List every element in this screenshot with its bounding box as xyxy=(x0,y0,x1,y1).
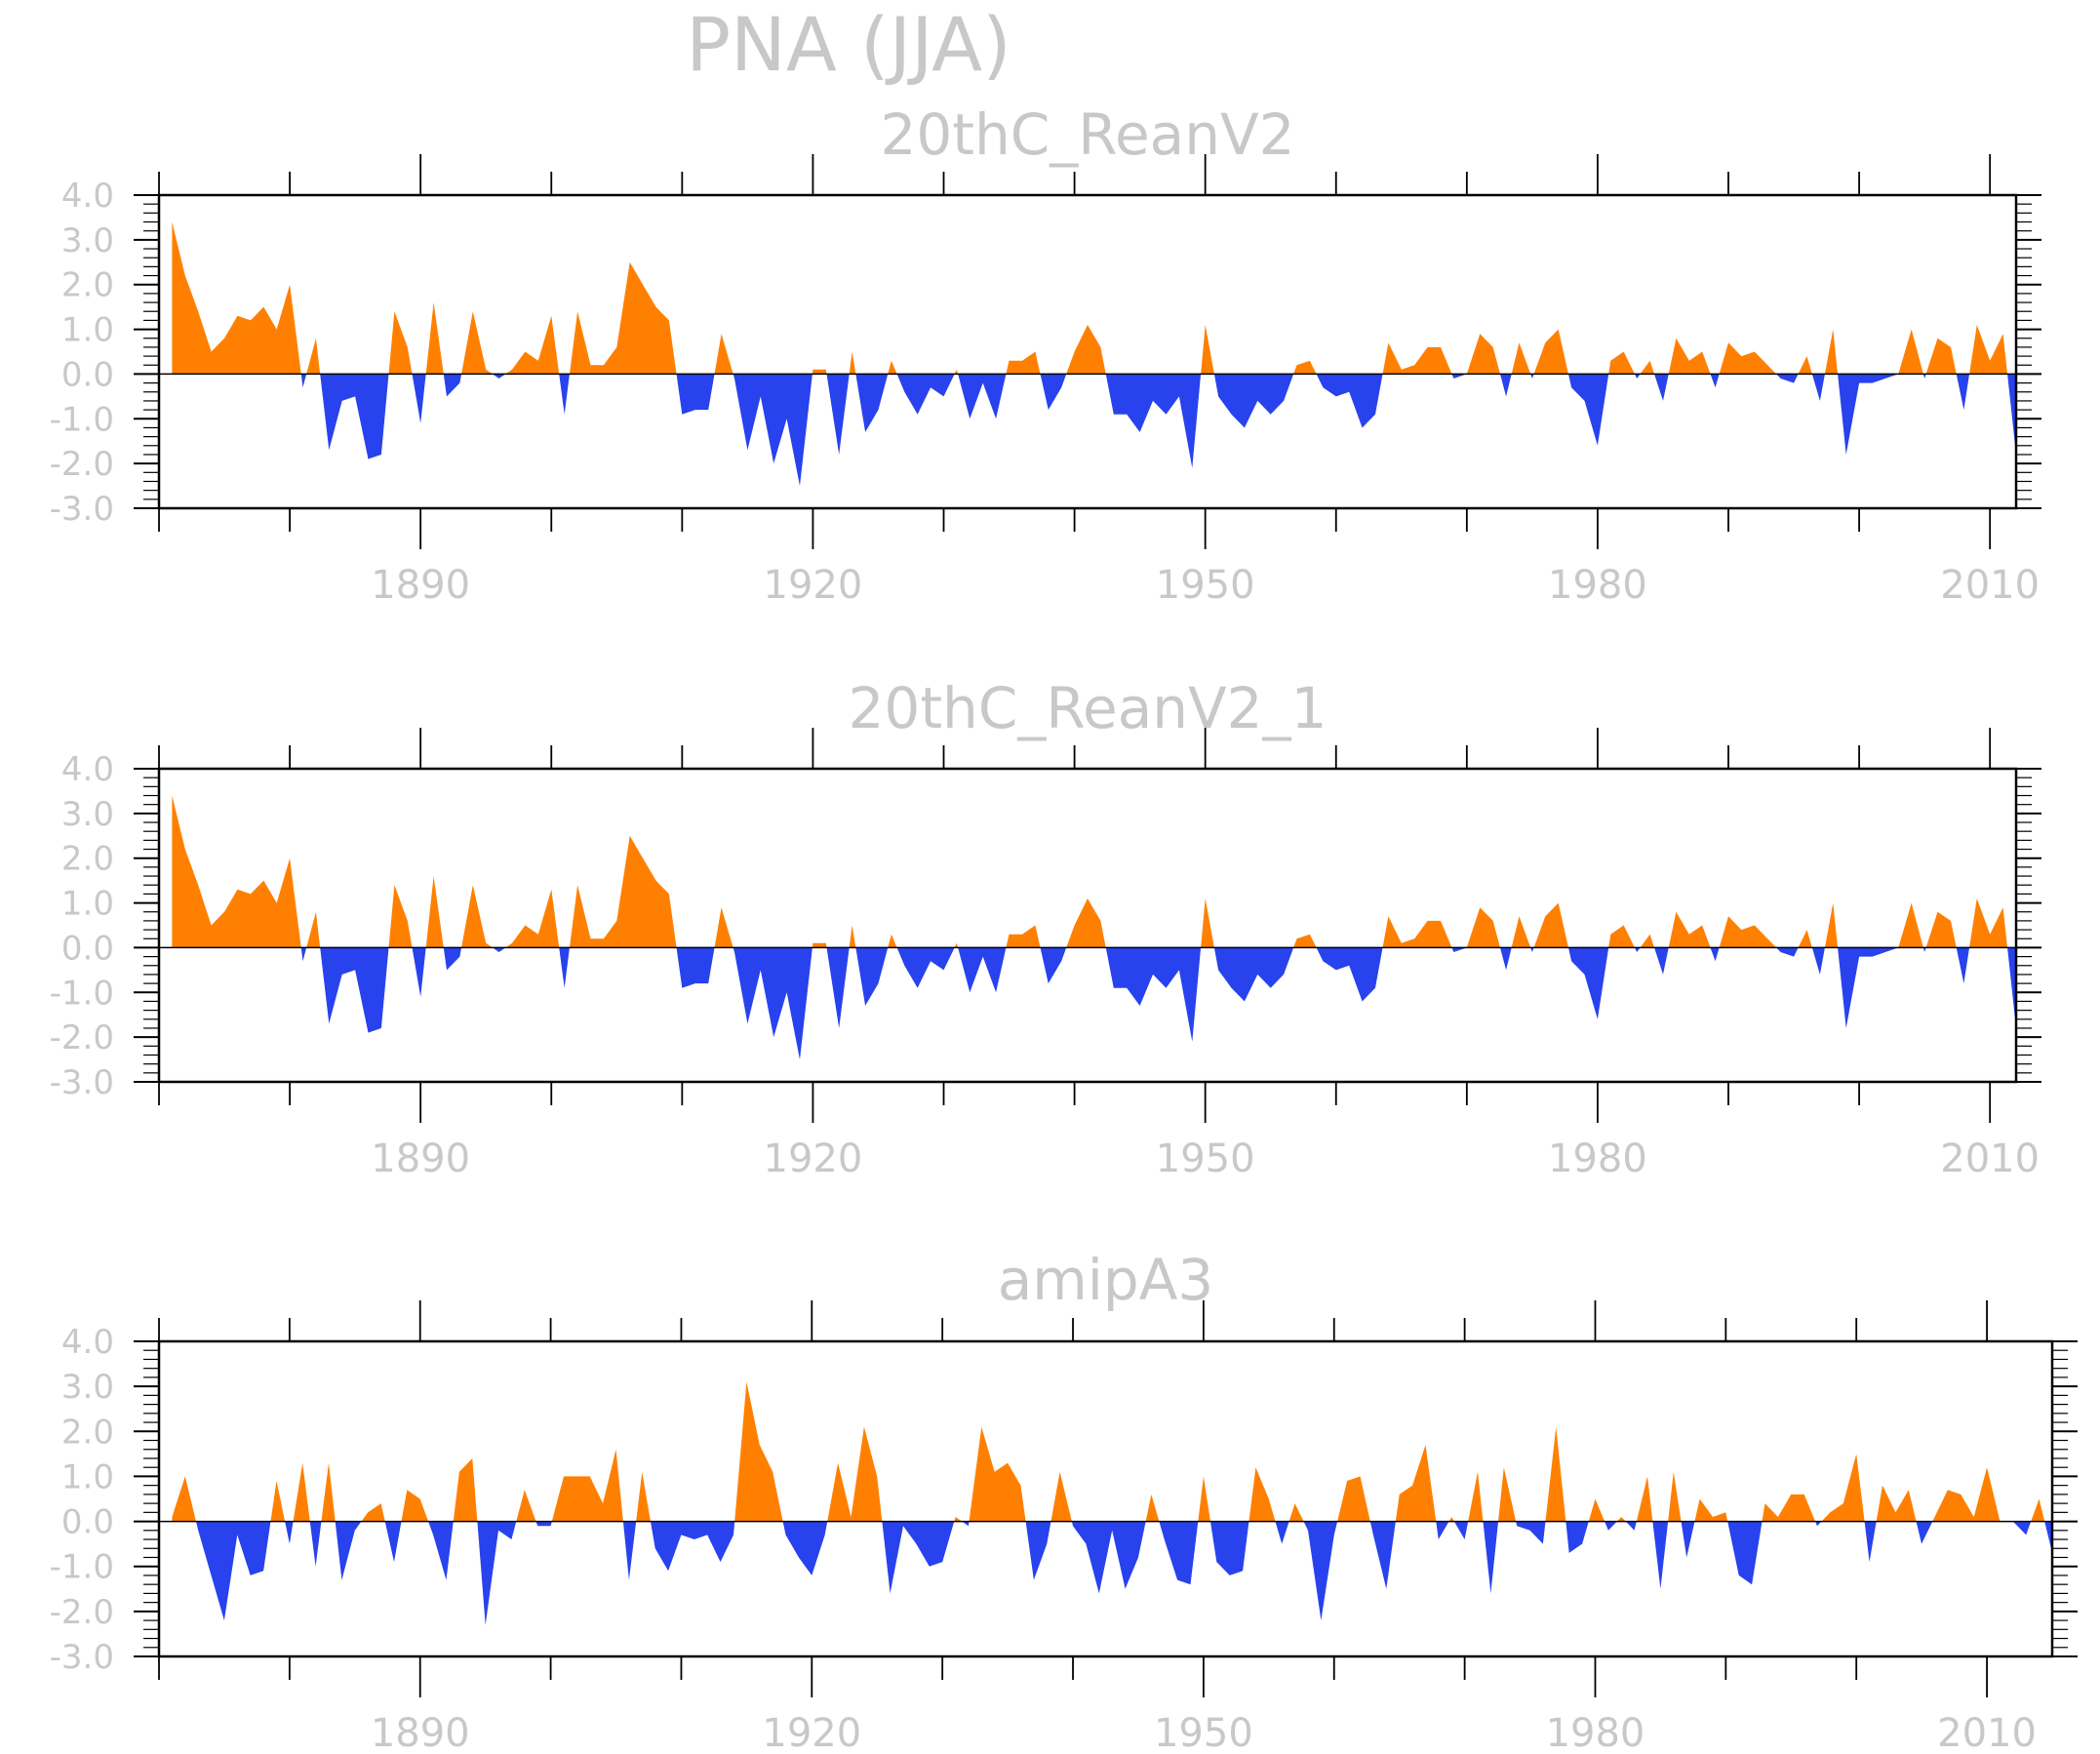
x-tick-label: 1920 xyxy=(764,563,863,608)
x-tick-label: 1950 xyxy=(1154,1711,1253,1754)
negative-anomaly-area xyxy=(300,947,2016,1060)
y-tick-label: 3.0 xyxy=(61,795,114,834)
x-tick-label: 1950 xyxy=(1156,1136,1255,1181)
positive-anomaly-area xyxy=(172,1381,2045,1522)
x-tick-label: 1920 xyxy=(764,1136,863,1181)
y-tick-label: 4.0 xyxy=(61,1323,114,1362)
y-tick-label: -2.0 xyxy=(50,1593,114,1632)
y-tick-label: -2.0 xyxy=(50,445,114,484)
x-tick-label: 1980 xyxy=(1548,563,1647,608)
x-tick-label: 2010 xyxy=(1940,1136,2040,1181)
panel-title: amipA3 xyxy=(998,1247,1214,1313)
figure-title: PNA (JJA) xyxy=(686,1,1011,88)
x-tick-label: 1920 xyxy=(762,1711,861,1754)
y-tick-label: 4.0 xyxy=(61,177,114,216)
plot-frame xyxy=(157,1339,2054,1658)
panel-title: 20thC_ReanV2 xyxy=(880,101,1294,168)
y-tick-label: -2.0 xyxy=(50,1018,114,1057)
y-tick-label: 2.0 xyxy=(61,266,114,305)
y-tick-label: 1.0 xyxy=(61,311,114,350)
x-tick-label: 1950 xyxy=(1156,563,1255,608)
y-tick-label: 0.0 xyxy=(61,355,114,394)
x-tick-label: 1980 xyxy=(1548,1136,1647,1181)
x-tick-label: 1980 xyxy=(1546,1711,1645,1754)
panel-title: 20thC_ReanV2_1 xyxy=(849,675,1327,741)
panel-2: 20thC_ReanV2_1 4.0 3.0 2.0 1.0 0.0 -1.0 -2.0 -3.… xyxy=(50,675,2041,1181)
x-tick-label: 1890 xyxy=(371,1136,470,1181)
positive-anomaly-area xyxy=(172,795,2016,948)
negative-anomaly-area xyxy=(172,1521,2052,1625)
plot-frame xyxy=(157,193,2018,510)
x-tick-label: 1890 xyxy=(371,1711,470,1754)
x-tick-label: 2010 xyxy=(1940,563,2040,608)
y-tick-label: 0.0 xyxy=(61,1503,114,1542)
x-tick-label: 2010 xyxy=(1937,1711,2037,1754)
y-tick-label: -3.0 xyxy=(50,1063,114,1102)
panel-1: 20thC_ReanV2 4.0 3.0 2.0 1.0 0.0 -1.0 -2.0 -3.0 1… xyxy=(50,101,2041,608)
y-tick-label: 0.0 xyxy=(61,929,114,968)
y-tick-label: 1.0 xyxy=(61,885,114,924)
y-tick-label: -1.0 xyxy=(50,400,114,439)
y-tick-label: 3.0 xyxy=(61,221,114,260)
panels-group: 20thC_ReanV2 4.0 3.0 2.0 1.0 0.0 -1.0 -2.0 -3.0 1… xyxy=(50,101,2078,1754)
y-tick-label: -3.0 xyxy=(50,1638,114,1677)
y-tick-label: 1.0 xyxy=(61,1457,114,1496)
y-tick-label: 3.0 xyxy=(61,1368,114,1407)
positive-anomaly-area xyxy=(172,221,2016,375)
y-tick-label: 2.0 xyxy=(61,840,114,879)
y-tick-label: 4.0 xyxy=(61,750,114,789)
negative-anomaly-area xyxy=(300,374,2016,487)
x-tick-label: 1890 xyxy=(371,563,470,608)
y-tick-label: 2.0 xyxy=(61,1413,114,1452)
panel-3: amipA3 4.0 3.0 2.0 1.0 0.0 -1.0 -2.0 -3.0 1890 192… xyxy=(50,1247,2078,1754)
y-tick-label: -1.0 xyxy=(50,974,114,1013)
y-tick-label: -1.0 xyxy=(50,1548,114,1587)
y-tick-label: -3.0 xyxy=(50,490,114,529)
plot-frame xyxy=(157,767,2018,1084)
